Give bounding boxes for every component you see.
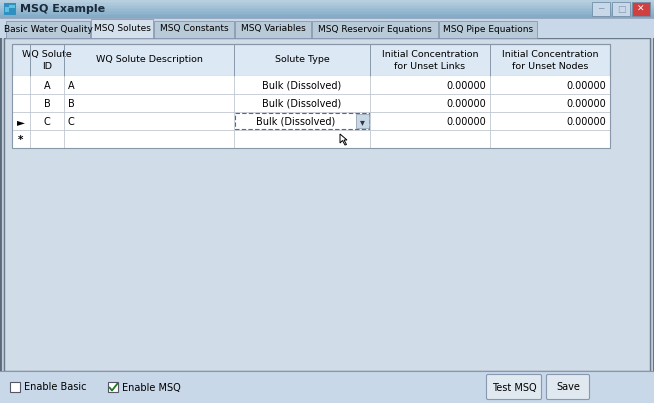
Text: ─: ─ [598,5,604,14]
Text: Enable MSQ: Enable MSQ [122,382,181,393]
Text: Bulk (Dissolved): Bulk (Dissolved) [262,99,341,109]
Bar [0,4,654,6]
Bar [0,12,654,14]
Bar [6,21,90,38]
Bar [12,94,610,112]
Bar [12,130,610,148]
Bar [108,382,118,392]
Bar [235,21,311,38]
Bar [91,19,153,38]
Text: Solute Type: Solute Type [275,56,330,64]
Bar [612,2,630,16]
FancyBboxPatch shape [487,374,542,399]
Text: MSQ Reservoir Equations: MSQ Reservoir Equations [318,25,432,33]
Bar [0,9,654,11]
Text: *: * [18,135,24,145]
Bar [0,13,654,15]
Bar [0,17,654,19]
Text: ID: ID [42,62,52,71]
Bar [0,15,654,17]
Text: Bulk (Dissolved): Bulk (Dissolved) [256,117,335,127]
Bar [12,76,610,94]
Text: MSQ Example: MSQ Example [20,4,105,14]
Text: 0.00000: 0.00000 [446,81,486,91]
Bar [0,10,654,12]
Bar [632,2,650,16]
Text: B: B [68,99,75,109]
Text: C: C [68,117,75,127]
Text: Initial Concentration: Initial Concentration [382,50,478,59]
FancyBboxPatch shape [547,374,589,399]
Text: A: A [44,81,50,91]
Text: MSQ Pipe Equations: MSQ Pipe Equations [443,25,533,33]
Text: MSQ Solutes: MSQ Solutes [94,25,150,33]
Text: 0.00000: 0.00000 [566,81,606,91]
Text: A: A [68,81,75,91]
Bar [12,44,610,148]
Text: Bulk (Dissolved): Bulk (Dissolved) [262,81,341,91]
Text: WQ Solute Description: WQ Solute Description [95,56,203,64]
Bar [356,114,369,128]
Bar [12,44,610,76]
Text: ►: ► [17,117,25,127]
Bar [4,38,650,371]
Bar [439,21,537,38]
Bar [0,3,654,5]
Text: □: □ [617,5,625,14]
Text: ✕: ✕ [637,5,645,14]
Text: for Unset Links: for Unset Links [394,62,466,71]
Text: ▾: ▾ [360,117,365,127]
Text: 0.00000: 0.00000 [446,117,486,127]
Bar [592,2,610,16]
Bar [9,5,15,8]
Bar [12,112,610,130]
Bar [10,382,20,392]
Bar [0,8,654,10]
Text: WQ Solute: WQ Solute [22,50,72,59]
Bar [0,6,654,8]
Text: Test MSQ: Test MSQ [492,382,536,393]
Text: 0.00000: 0.00000 [446,99,486,109]
Bar [5,7,9,12]
Text: MSQ Constants: MSQ Constants [160,25,228,33]
Text: Enable Basic: Enable Basic [24,382,86,393]
Bar [0,0,654,2]
Bar [312,21,438,38]
Bar [4,3,16,15]
Text: Initial Concentration: Initial Concentration [502,50,598,59]
Text: 0.00000: 0.00000 [566,117,606,127]
Bar [0,18,654,38]
Polygon shape [340,134,347,145]
Text: MSQ Variables: MSQ Variables [241,25,305,33]
Text: 0.00000: 0.00000 [566,99,606,109]
Bar [0,371,654,403]
Text: Save: Save [556,382,580,393]
Text: B: B [44,99,50,109]
Text: C: C [44,117,50,127]
Bar [0,2,654,4]
Text: Basic Water Quality: Basic Water Quality [3,25,92,33]
Text: for Unset Nodes: for Unset Nodes [512,62,588,71]
Bar [154,21,234,38]
Bar [235,113,369,129]
